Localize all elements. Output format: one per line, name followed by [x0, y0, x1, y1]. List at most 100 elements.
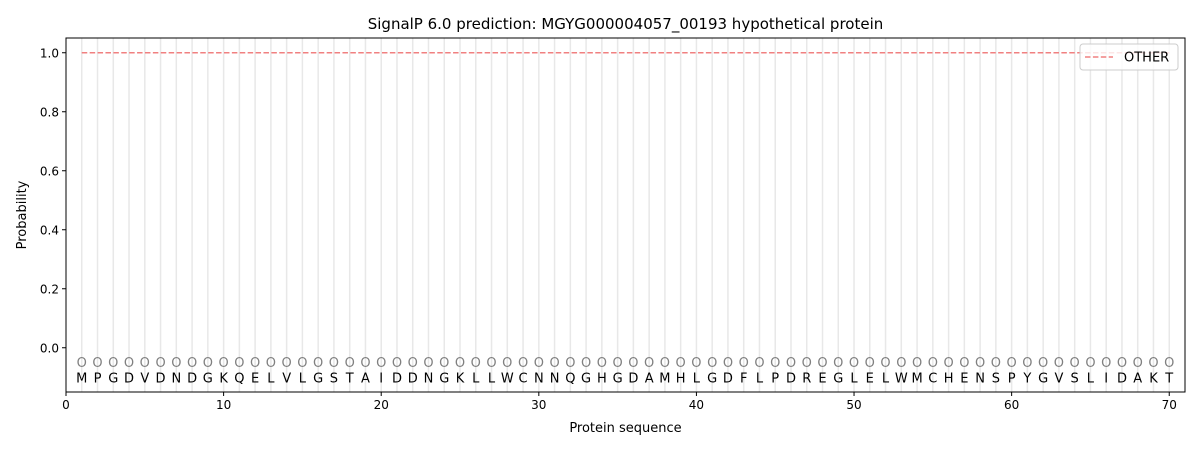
- residue-label: E: [251, 371, 259, 386]
- region-label: O: [1148, 356, 1158, 371]
- residue-label: R: [802, 371, 811, 386]
- residue-label: M: [659, 371, 670, 386]
- residue-label: T: [1164, 371, 1173, 386]
- residue-label: G: [203, 371, 213, 386]
- region-label: O: [991, 356, 1001, 371]
- residue-label: D: [392, 371, 402, 386]
- residue-label: K: [456, 371, 465, 386]
- residue-label: K: [1149, 371, 1158, 386]
- residue-label: L: [472, 371, 480, 386]
- residue-label: M: [76, 371, 87, 386]
- region-label: O: [92, 356, 102, 371]
- residue-label: Q: [234, 371, 244, 386]
- residue-label: V: [1054, 371, 1063, 386]
- residue-label: N: [171, 371, 181, 386]
- legend-label: OTHER: [1124, 51, 1169, 66]
- residue-label: W: [501, 371, 514, 386]
- residue-label: E: [866, 371, 874, 386]
- region-label: O: [77, 356, 87, 371]
- residue-label: D: [408, 371, 418, 386]
- residue-label: M: [911, 371, 922, 386]
- residue-label: D: [124, 371, 134, 386]
- region-label: O: [345, 356, 355, 371]
- x-tick-label: 30: [531, 398, 546, 412]
- residue-label: L: [693, 371, 701, 386]
- residue-label: D: [723, 371, 733, 386]
- residue-label: Q: [565, 371, 575, 386]
- region-label: O: [1085, 356, 1095, 371]
- region-label: O: [376, 356, 386, 371]
- region-label: O: [849, 356, 859, 371]
- region-label: O: [486, 356, 496, 371]
- region-label: O: [140, 356, 150, 371]
- region-label: O: [392, 356, 402, 371]
- region-label: O: [644, 356, 654, 371]
- region-label: O: [187, 356, 197, 371]
- region-label: O: [218, 356, 228, 371]
- region-label: O: [676, 356, 686, 371]
- region-label: O: [1070, 356, 1080, 371]
- region-label: O: [723, 356, 733, 371]
- residue-label: N: [550, 371, 560, 386]
- legend-box: [1079, 43, 1179, 71]
- region-label: O: [613, 356, 623, 371]
- residue-label: G: [833, 371, 843, 386]
- y-tick-label: 0.8: [40, 105, 59, 119]
- region-label: O: [439, 356, 449, 371]
- residue-label: V: [140, 371, 149, 386]
- region-label: O: [518, 356, 528, 371]
- region-label: O: [549, 356, 559, 371]
- region-label: O: [770, 356, 780, 371]
- residue-label: V: [282, 371, 291, 386]
- residue-label: L: [299, 371, 307, 386]
- chart-title: SignalP 6.0 prediction: MGYG000004057_00…: [368, 15, 884, 34]
- region-label: O: [250, 356, 260, 371]
- residue-label: N: [975, 371, 985, 386]
- region-label: O: [691, 356, 701, 371]
- region-label: O: [943, 356, 953, 371]
- residue-label: G: [313, 371, 323, 386]
- residue-label: T: [345, 371, 354, 386]
- region-label: O: [1038, 356, 1048, 371]
- residue-label: D: [156, 371, 166, 386]
- region-label: O: [880, 356, 890, 371]
- residue-label: D: [1117, 371, 1127, 386]
- region-label: O: [455, 356, 465, 371]
- y-tick-label: 0.4: [40, 223, 59, 237]
- residue-label: L: [756, 371, 764, 386]
- region-label: O: [171, 356, 181, 371]
- x-tick-label: 10: [216, 398, 231, 412]
- residue-label: L: [267, 371, 275, 386]
- region-label: O: [203, 356, 213, 371]
- region-label: O: [1117, 356, 1127, 371]
- region-label: O: [408, 356, 418, 371]
- region-label: O: [912, 356, 922, 371]
- region-label: O: [959, 356, 969, 371]
- region-label: O: [1133, 356, 1143, 371]
- y-axis-label: Probability: [15, 180, 30, 249]
- region-label: O: [581, 356, 591, 371]
- region-label: O: [234, 356, 244, 371]
- region-label: O: [739, 356, 749, 371]
- residue-label: P: [94, 371, 102, 386]
- region-label: O: [108, 356, 118, 371]
- residue-label: N: [424, 371, 434, 386]
- residue-label: Y: [1022, 371, 1031, 386]
- region-label: O: [865, 356, 875, 371]
- x-tick-label: 0: [62, 398, 70, 412]
- region-label: O: [1007, 356, 1017, 371]
- residue-label: D: [187, 371, 197, 386]
- residue-label: H: [597, 371, 607, 386]
- residue-label: S: [1071, 371, 1079, 386]
- residue-label: G: [439, 371, 449, 386]
- region-label: O: [155, 356, 165, 371]
- region-label: O: [597, 356, 607, 371]
- region-label: O: [786, 356, 796, 371]
- residue-label: G: [613, 371, 623, 386]
- region-label: O: [1054, 356, 1064, 371]
- residue-label: E: [818, 371, 826, 386]
- x-tick-label: 20: [374, 398, 389, 412]
- region-label: O: [266, 356, 276, 371]
- residue-label: G: [1038, 371, 1048, 386]
